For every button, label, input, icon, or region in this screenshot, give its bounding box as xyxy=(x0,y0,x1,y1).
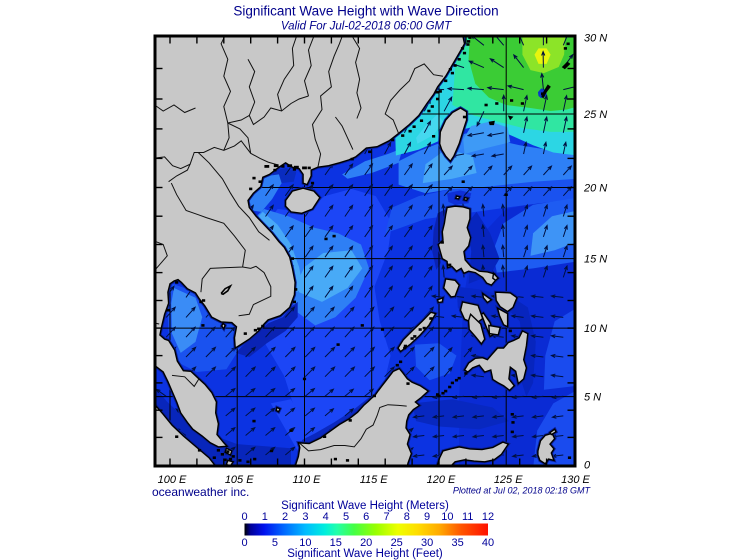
svg-text:110 E: 110 E xyxy=(293,474,322,486)
svg-text:20 N: 20 N xyxy=(583,183,607,195)
svg-text:40: 40 xyxy=(482,537,494,549)
svg-text:Valid For Jul-02-2018 06:00 GM: Valid For Jul-02-2018 06:00 GMT xyxy=(281,21,452,33)
svg-text:130 E: 130 E xyxy=(561,474,590,486)
svg-text:0: 0 xyxy=(241,511,247,523)
svg-text:35: 35 xyxy=(451,537,463,549)
svg-text:7: 7 xyxy=(383,511,389,523)
svg-text:Plotted at Jul 02, 2018 02:18: Plotted at Jul 02, 2018 02:18 GMT xyxy=(453,486,592,496)
svg-text:5: 5 xyxy=(343,511,349,523)
svg-text:115 E: 115 E xyxy=(360,474,389,486)
svg-text:9: 9 xyxy=(424,511,430,523)
svg-text:12: 12 xyxy=(482,511,494,523)
svg-text:1: 1 xyxy=(262,511,268,523)
svg-text:5 N: 5 N xyxy=(584,392,601,404)
svg-text:105 E: 105 E xyxy=(225,474,254,486)
svg-text:120 E: 120 E xyxy=(427,474,456,486)
svg-text:4: 4 xyxy=(323,511,329,523)
svg-text:0: 0 xyxy=(584,460,591,472)
svg-text:25: 25 xyxy=(391,537,403,549)
svg-text:125 E: 125 E xyxy=(494,474,523,486)
svg-text:30 N: 30 N xyxy=(584,33,607,45)
svg-text:5: 5 xyxy=(272,537,278,549)
svg-text:10: 10 xyxy=(299,537,311,549)
svg-text:10 N: 10 N xyxy=(584,323,607,335)
svg-text:oceanweather inc.: oceanweather inc. xyxy=(152,485,249,499)
svg-text:0: 0 xyxy=(241,537,247,549)
svg-text:Significant Wave Height with W: Significant Wave Height with Wave Direct… xyxy=(233,4,498,19)
svg-text:2: 2 xyxy=(282,511,288,523)
svg-text:30: 30 xyxy=(421,537,433,549)
svg-text:6: 6 xyxy=(363,511,369,523)
svg-text:10: 10 xyxy=(441,511,453,523)
svg-text:15 N: 15 N xyxy=(584,254,607,266)
svg-text:25 N: 25 N xyxy=(583,109,607,121)
svg-text:100 E: 100 E xyxy=(158,474,187,486)
svg-text:Significant Wave Height (Feet): Significant Wave Height (Feet) xyxy=(287,548,443,560)
svg-text:11: 11 xyxy=(462,511,473,523)
svg-text:15: 15 xyxy=(330,537,342,549)
svg-text:Significant Wave Height (Meter: Significant Wave Height (Meters) xyxy=(281,500,449,512)
svg-text:3: 3 xyxy=(302,511,308,523)
svg-text:20: 20 xyxy=(360,537,372,549)
svg-text:8: 8 xyxy=(404,511,410,523)
